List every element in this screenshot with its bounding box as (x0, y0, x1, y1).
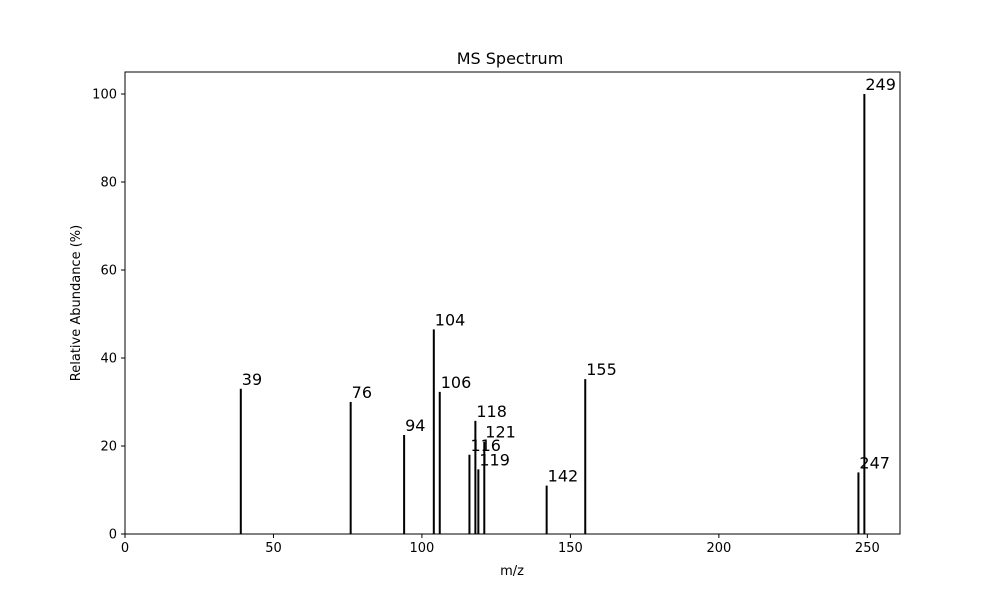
x-tick-label: 250 (855, 541, 880, 556)
peak-label: 121 (485, 423, 516, 442)
peak-label: 119 (479, 450, 510, 469)
peak-label: 247 (859, 453, 890, 472)
x-tick-label: 0 (121, 541, 129, 556)
plot-frame (124, 71, 901, 535)
y-tick-label: 40 (100, 352, 117, 367)
y-tick-label: 80 (100, 176, 117, 191)
y-tick-label: 60 (100, 264, 117, 279)
x-tick-label: 150 (558, 541, 583, 556)
peak-label: 104 (435, 310, 466, 329)
x-tick-label: 200 (706, 541, 731, 556)
peak-label: 39 (242, 370, 262, 389)
peak-label: 118 (476, 402, 507, 421)
peak-label: 142 (548, 467, 579, 486)
y-tick-label: 100 (92, 88, 117, 103)
peak-label: 249 (865, 75, 896, 94)
chart-title: MS Spectrum (457, 49, 564, 68)
x-axis-label: m/z (500, 564, 524, 579)
y-axis-label: Relative Abundance (%) (69, 225, 84, 381)
peak-label: 106 (441, 373, 472, 392)
x-tick-label: 100 (410, 541, 435, 556)
x-tick-label: 50 (265, 541, 282, 556)
peak-label: 94 (405, 416, 425, 435)
peak-label: 116 (470, 436, 501, 455)
peak-label: 155 (586, 360, 617, 379)
y-tick-label: 0 (109, 528, 117, 543)
y-tick-label: 20 (100, 440, 117, 455)
peak-label: 76 (352, 383, 372, 402)
